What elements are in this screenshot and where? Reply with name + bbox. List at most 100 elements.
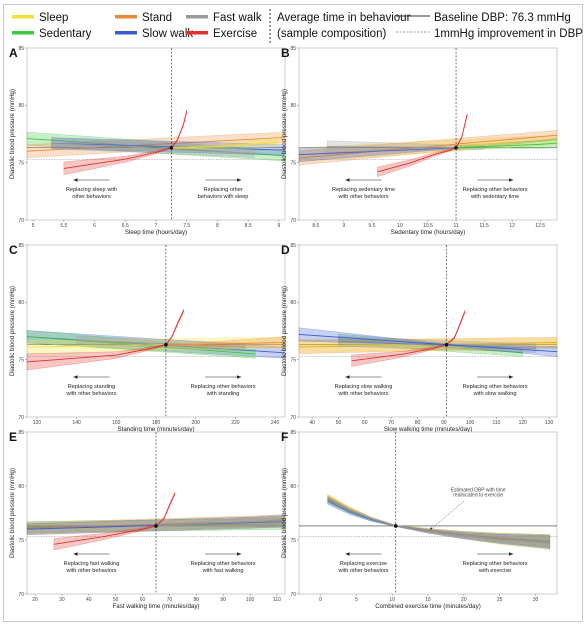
panel-f-callout-leader: [430, 500, 464, 530]
panel-f-ytick-label: 85: [290, 430, 296, 436]
legend-swatch-fast-walk: [186, 15, 208, 19]
panel-f-xtick-label: 10: [389, 597, 395, 603]
panel-c-arrowhead-right: [237, 375, 242, 379]
panel-d-xtick-label: 80: [415, 420, 421, 426]
panel-e-y-axis-title: Diastolic blood pressure (mmHg): [9, 468, 16, 558]
panel-c-average-point: [164, 342, 168, 347]
panel-d-ytick-label: 70: [290, 415, 296, 421]
panel-e-annotation-right-line: with fast walking: [202, 568, 244, 574]
panel-a-annotation-right-line: Replacing other: [203, 187, 242, 193]
panel-c-ytick-label: 75: [18, 357, 24, 363]
panel-b-series-exercise: [377, 114, 468, 173]
panel-e-xtick-label: 100: [246, 597, 255, 603]
panel-e-series-fast-walk: [155, 519, 286, 527]
panel-a-xtick-label: 6.5: [122, 223, 129, 229]
panel-e-xtick-label: 20: [32, 597, 38, 603]
panel-b-arrowhead-right: [509, 178, 514, 182]
panel-a-band-stand: [26, 131, 286, 158]
panel-b-annotation-left-line: with other behaviors: [337, 194, 388, 200]
panel-c-ytick-label: 70: [18, 415, 24, 421]
panel-e-arrowhead-left: [73, 552, 78, 556]
legend-swatch-exercise: [186, 31, 208, 35]
panel-f-callout-line: Estimated DBP with time: [451, 487, 506, 493]
legend-average-time-label: Average time in behaviour: [277, 12, 411, 24]
panel-c-annotation-left-line: Replacing standing: [68, 384, 116, 390]
panel-a-annotation-right-line: behaviors with sleep: [198, 194, 249, 200]
panel-e-xtick-label: 50: [113, 597, 119, 603]
legend-label-sleep: Sleep: [39, 12, 68, 24]
panel-a-annotation-left-line: other behaviors: [72, 194, 111, 200]
panel-b-xtick-label: 9: [342, 223, 345, 229]
panel-d-series-fast-walk: [338, 340, 536, 349]
panel-b-y-axis-title: Diastolic blood pressure (mmHg): [281, 89, 288, 179]
panel-c-annotation-right-line: with standing: [206, 391, 240, 397]
legend-label-stand: Stand: [142, 12, 172, 24]
panel-c-band-exercise: [26, 308, 184, 371]
panel-c-ytick-label: 80: [18, 300, 24, 306]
panel-c-band-sedentary: [26, 330, 256, 359]
panel-b-xtick-label: 10: [397, 223, 403, 229]
panel-e-ytick-label: 80: [18, 484, 24, 490]
panel-b-xtick-label: 12: [509, 223, 515, 229]
panel-d-xtick-label: 60: [362, 420, 368, 426]
panel-b-annotation-right-line: with sedentary time: [470, 194, 519, 200]
panel-a-x-axis-title: Sleep time (hours/day): [125, 229, 187, 236]
panel-f-x-axis-title: Combined exercise time (minutes/day): [375, 603, 481, 610]
panel-b-ytick-label: 85: [290, 46, 296, 52]
panel-b-xtick-label: 10.5: [423, 223, 433, 229]
legend-swatch-slow-walk: [115, 31, 137, 35]
panel-b-series-sedentary: [456, 142, 558, 149]
panel-d-band-exercise: [351, 309, 466, 367]
legend-sample-composition-label: (sample composition): [277, 28, 386, 40]
panel-e-xtick-label: 30: [59, 597, 65, 603]
panel-d-xtick-label: 120: [519, 420, 528, 426]
panel-e-band-exercise: [53, 491, 176, 551]
panel-f-plot-area: [298, 431, 558, 595]
panel-a-ytick-label: 85: [18, 46, 24, 52]
panel-d-plot-area: [298, 244, 558, 418]
panel-c-xtick-label: 160: [112, 420, 121, 426]
panel-c-annotation-right-line: Replacing other behaviors: [191, 384, 256, 390]
legend-swatch-sedentary: [12, 31, 34, 35]
panel-c-xtick-label: 120: [33, 420, 42, 426]
panel-f-letter: F: [281, 430, 288, 444]
panel-c-arrowhead-left: [73, 375, 78, 379]
panel-f-xtick-label: 15: [425, 597, 431, 603]
panel-a-series-stand: [26, 136, 286, 152]
panel-f-annotation-left-line: with other behaviors: [337, 568, 388, 574]
panel-f-average-point: [393, 524, 398, 528]
panel-e-annotation-right-line: Replacing other behaviors: [191, 561, 256, 567]
panel-b-series-slow-walk: [298, 147, 457, 156]
legend-label-exercise: Exercise: [213, 28, 257, 40]
panel-a-ytick-label: 75: [18, 160, 24, 166]
panel-d-annotation-right-line: with slow walking: [473, 391, 517, 397]
panel-e-xtick-label: 70: [167, 597, 173, 603]
panel-e: E 70 75 80 85 20 30 40 50 60 70 80 90 100 110 Fast walk…: [9, 430, 286, 610]
legend-improvement-label: 1mmHg improvement in DBP: [434, 28, 583, 40]
panel-f-xtick-label: 0: [319, 597, 322, 603]
panel-d-letter: D: [281, 243, 290, 257]
legend-swatch-stand: [115, 15, 137, 19]
panel-d-average-point: [444, 342, 449, 347]
panel-c-series-fast-walk: [76, 339, 246, 348]
panel-a-annotation-left-line: Replacing sleep with: [66, 187, 117, 193]
panel-a-y-axis-title: Diastolic blood pressure (mmHg): [9, 89, 16, 179]
panel-b-xtick-label: 9.5: [368, 223, 375, 229]
panel-e-xtick-label: 60: [140, 597, 146, 603]
panel-d-arrowhead-right: [509, 375, 514, 379]
legend-label-fast-walk: Fast walk: [213, 12, 262, 24]
panel-d-ytick-label: 85: [290, 243, 296, 249]
panel-d-xtick-label: 50: [336, 420, 342, 426]
panel-b-band-fast-walk: [326, 140, 485, 153]
legend: Sleep Stand Fast walk Sedentary Slow walk Exe…: [12, 9, 583, 44]
panel-a-average-point: [169, 145, 174, 150]
panel-f-xtick-label: 25: [497, 597, 503, 603]
legend-label-sedentary: Sedentary: [39, 28, 92, 40]
panel-d-xtick-label: 130: [545, 420, 554, 426]
panel-e-annotation-left-line: Replacing fast walking: [64, 561, 120, 567]
panel-d-ytick-label: 80: [290, 300, 296, 306]
panel-e-ytick-label: 85: [18, 430, 24, 436]
panel-b-series-stand: [298, 134, 558, 159]
panel-c: C 70 75 80 85 120 140 160 180 200 220 240 Standing t…: [9, 243, 286, 433]
